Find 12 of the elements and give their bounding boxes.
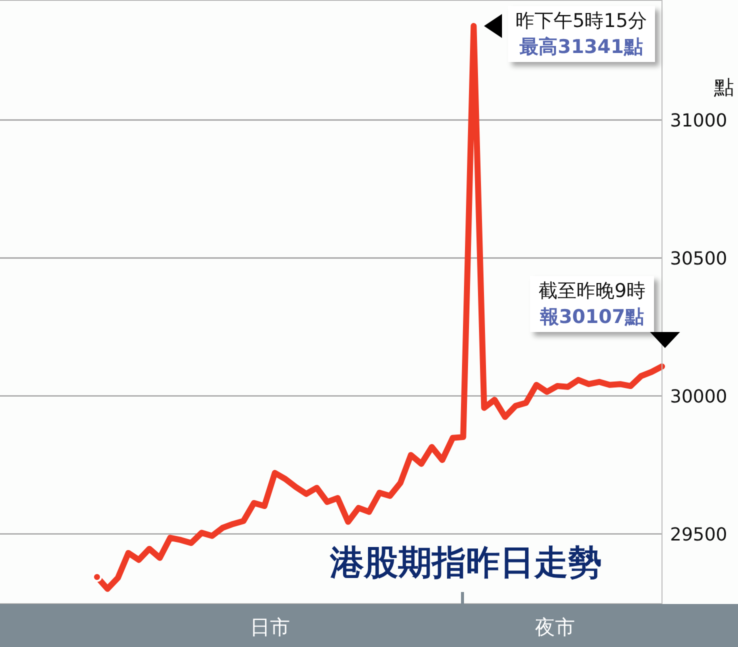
y-tick-label: 31000 (670, 110, 728, 132)
y-tick-label: 30500 (670, 248, 728, 270)
annotation: 報30107點 (538, 305, 646, 330)
y-tick-label: 30000 (670, 386, 728, 408)
annotation: 最高31341點 (518, 34, 644, 60)
annotation: 昨下午5時15分 (516, 8, 647, 34)
text: 夜市 (535, 614, 575, 641)
text: 日市 (250, 614, 290, 641)
y-tick-label: 29500 (670, 524, 728, 546)
y-axis-title: 點 (714, 74, 734, 101)
annotation: 截至昨晚9時 (538, 279, 646, 304)
text: 港股期指昨日走勢 (330, 542, 602, 585)
